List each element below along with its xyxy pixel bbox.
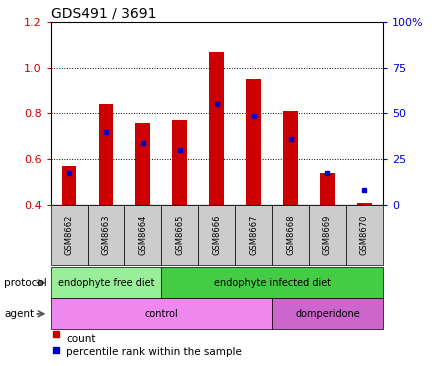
Bar	[209, 52, 224, 205]
FancyBboxPatch shape	[161, 267, 383, 298]
Text: percentile rank within the sample: percentile rank within the sample	[66, 347, 242, 358]
FancyBboxPatch shape	[51, 267, 161, 298]
Text: endophyte free diet: endophyte free diet	[58, 278, 154, 288]
Text: GSM8668: GSM8668	[286, 215, 295, 255]
Bar	[62, 166, 77, 205]
Text: protocol: protocol	[4, 278, 47, 288]
Bar	[172, 120, 187, 205]
FancyBboxPatch shape	[198, 205, 235, 265]
Bar	[320, 173, 335, 205]
FancyBboxPatch shape	[272, 205, 309, 265]
FancyBboxPatch shape	[125, 205, 161, 265]
Text: domperidone: domperidone	[295, 309, 360, 319]
Text: GSM8666: GSM8666	[212, 215, 221, 255]
Bar	[136, 123, 150, 205]
Bar	[246, 79, 261, 205]
Text: GSM8667: GSM8667	[249, 215, 258, 255]
Bar	[99, 104, 114, 205]
Text: control: control	[144, 309, 178, 319]
Text: GSM8670: GSM8670	[360, 215, 369, 255]
Text: agent: agent	[4, 309, 34, 319]
Text: GSM8662: GSM8662	[65, 215, 73, 255]
Text: GDS491 / 3691: GDS491 / 3691	[51, 7, 156, 21]
FancyBboxPatch shape	[51, 205, 88, 265]
FancyBboxPatch shape	[346, 205, 383, 265]
FancyBboxPatch shape	[309, 205, 346, 265]
Text: GSM8664: GSM8664	[138, 215, 147, 255]
Text: GSM8665: GSM8665	[175, 215, 184, 255]
FancyBboxPatch shape	[235, 205, 272, 265]
Text: count: count	[66, 333, 95, 344]
Bar	[357, 203, 372, 205]
Text: endophyte infected diet: endophyte infected diet	[213, 278, 330, 288]
Text: GSM8669: GSM8669	[323, 215, 332, 255]
FancyBboxPatch shape	[161, 205, 198, 265]
FancyBboxPatch shape	[88, 205, 125, 265]
Bar	[283, 111, 298, 205]
FancyBboxPatch shape	[51, 298, 272, 329]
FancyBboxPatch shape	[272, 298, 383, 329]
Text: GSM8663: GSM8663	[102, 215, 110, 255]
